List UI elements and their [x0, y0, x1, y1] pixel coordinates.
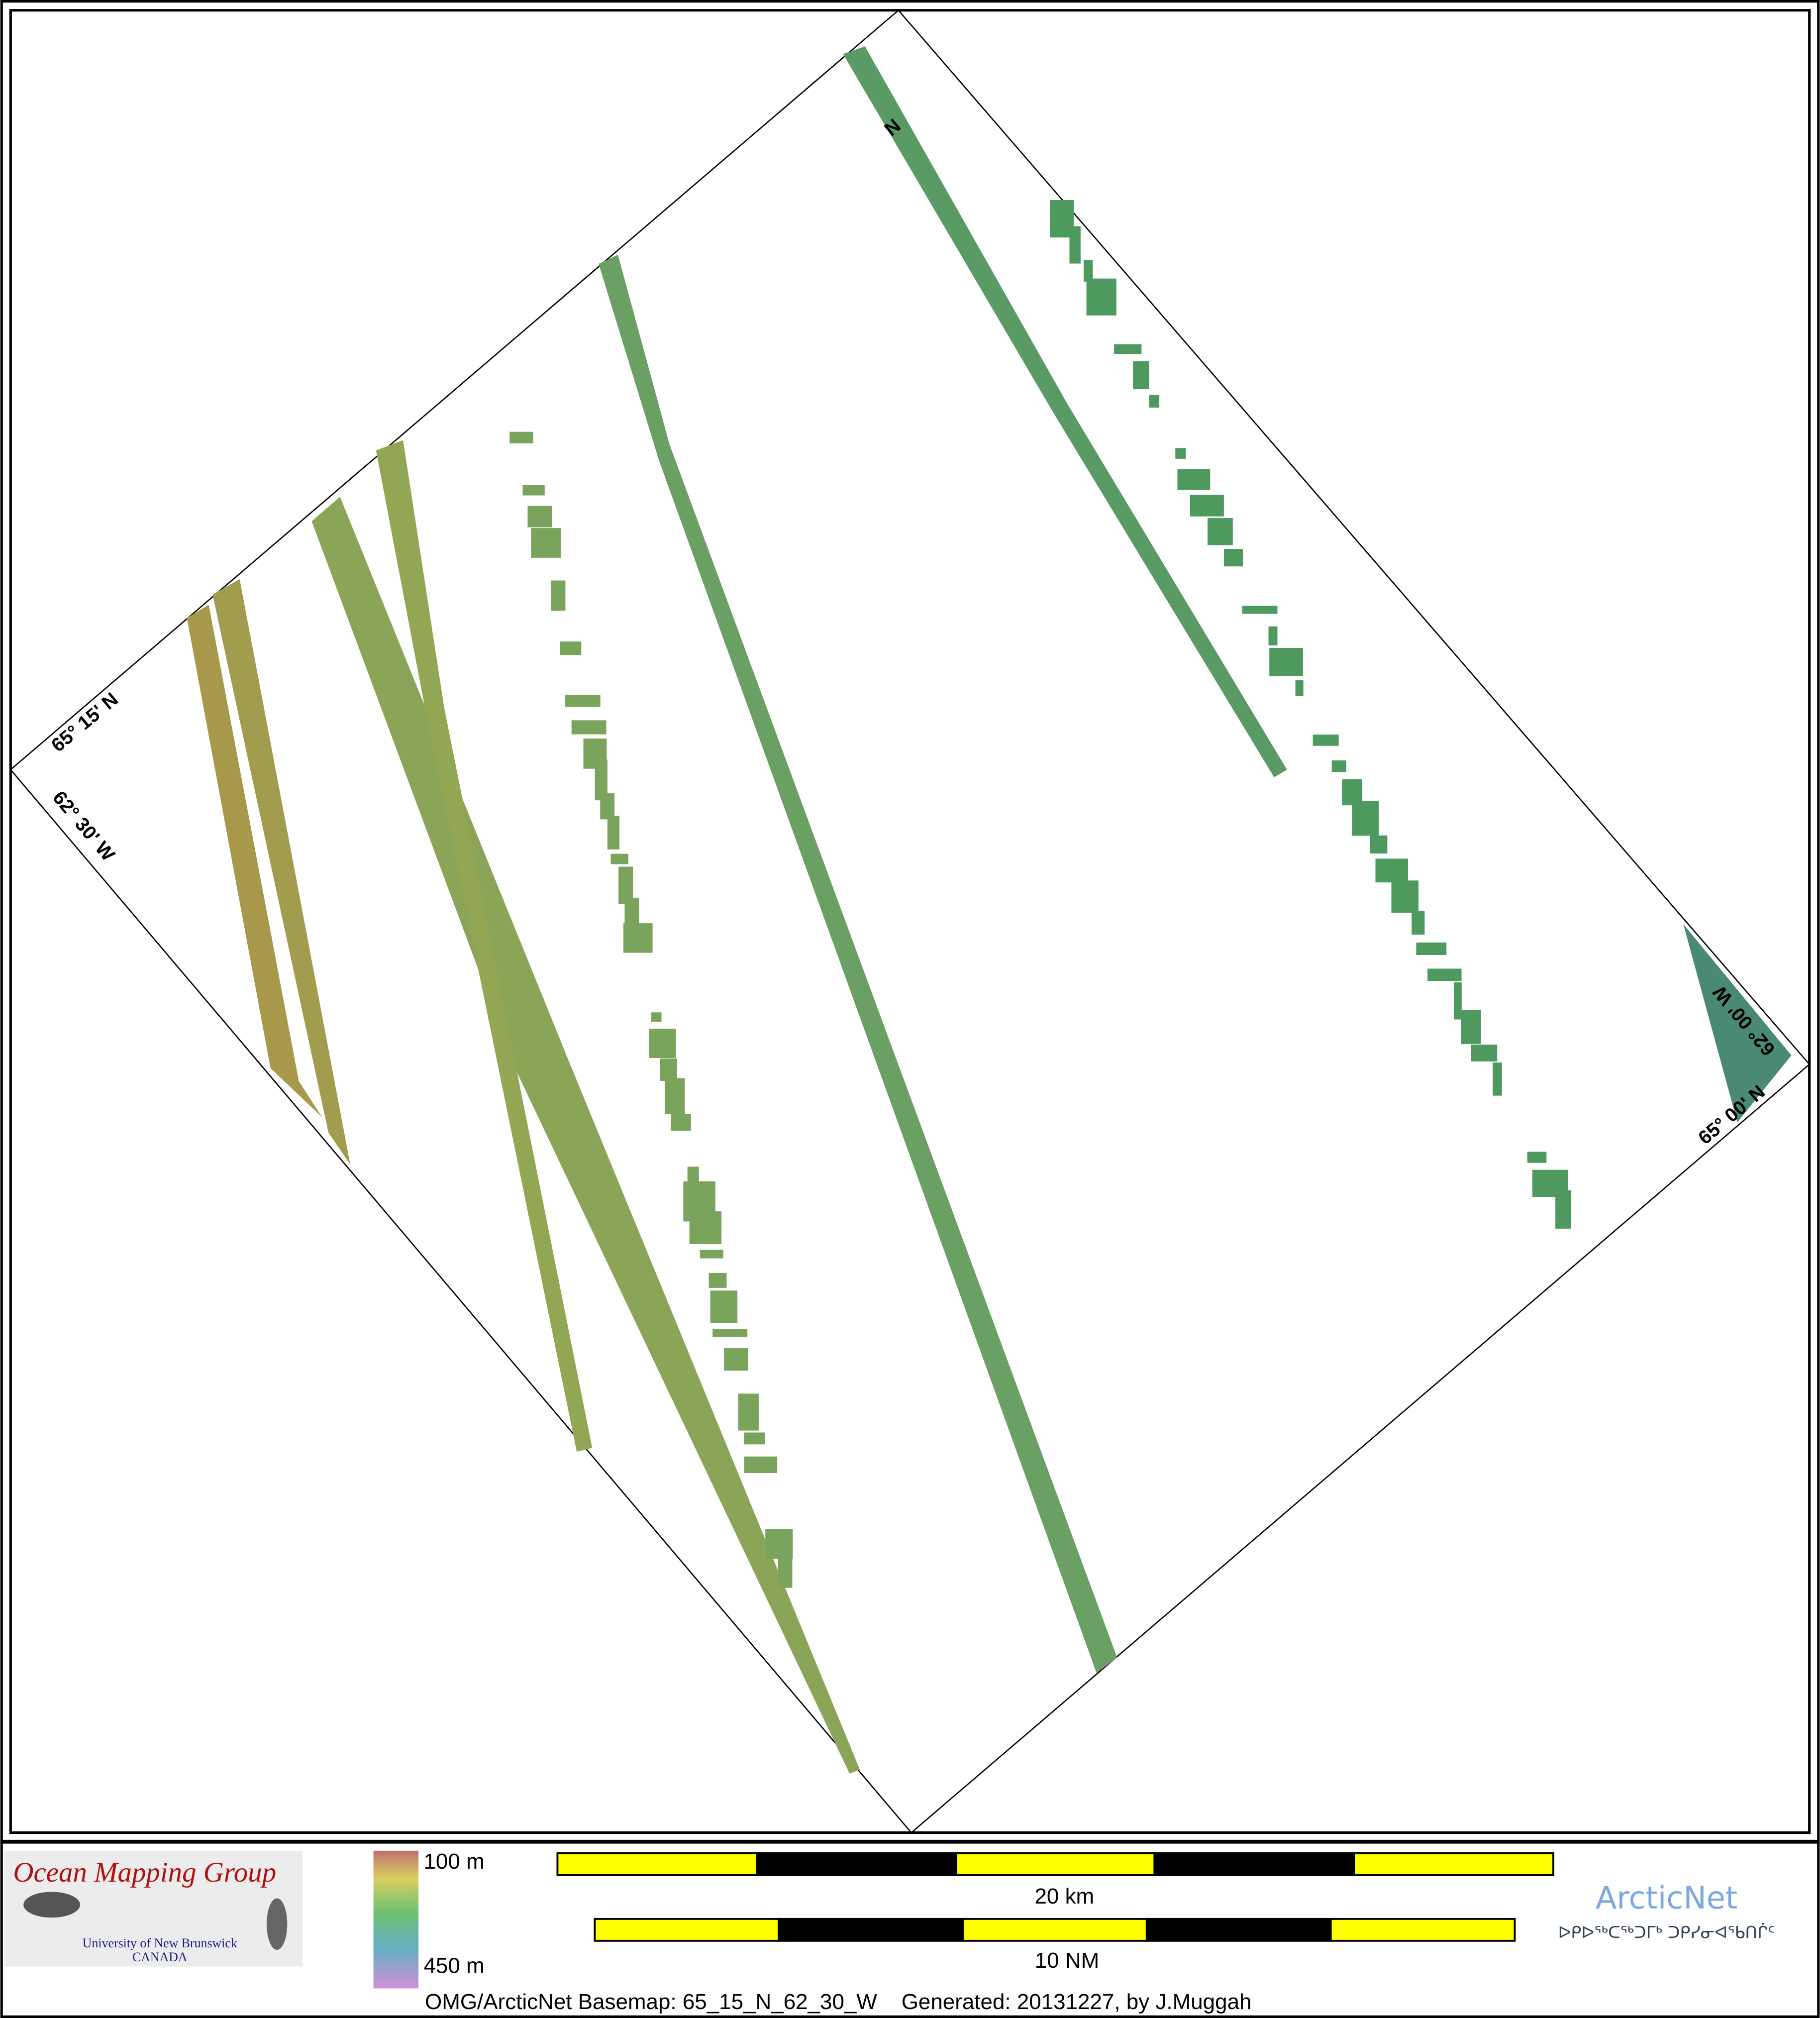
- map-caption: OMG/ArcticNet Basemap: 65_15_N_62_30_W G…: [425, 1990, 1251, 2014]
- survey-patch: [527, 506, 552, 528]
- survey-patch: [1416, 942, 1447, 956]
- swath-line: [187, 605, 322, 1117]
- survey-patch: [607, 816, 620, 850]
- survey-patch: [1527, 1152, 1547, 1163]
- depth-colorbar: [373, 1850, 419, 1989]
- survey-patch: [664, 1078, 685, 1114]
- survey-patch: [522, 485, 545, 496]
- survey-patch: [565, 695, 601, 707]
- survey-patch: [1268, 626, 1278, 645]
- survey-patch: [1114, 344, 1142, 354]
- survey-patch: [610, 853, 628, 864]
- survey-patch: [671, 1114, 691, 1131]
- map-extent-outline: [9, 9, 1811, 1834]
- survey-patch: [1391, 880, 1419, 913]
- survey-patch: [700, 1250, 723, 1259]
- survey-patch: [1493, 1062, 1502, 1096]
- survey-patch: [744, 1432, 765, 1445]
- survey-patch: [724, 1348, 748, 1371]
- survey-patch: [1412, 911, 1425, 935]
- survey-patch: [1069, 226, 1081, 264]
- survey-patch: [1190, 495, 1224, 517]
- survey-patch: [778, 1552, 793, 1588]
- survey-patch: [689, 1211, 722, 1244]
- survey-patch: [1352, 801, 1379, 836]
- survey-patch: [1086, 278, 1116, 316]
- scale-nm-label: 10 NM: [1035, 1948, 1099, 1973]
- arcticnet-syllabics: ᐅᑭᐅᖅᑕᖅᑐᒥᒃ ᑐᑭᓯᓂᐊᖃᑎᒌᑦ: [1558, 1923, 1775, 1942]
- survey-patch: [1370, 835, 1388, 854]
- bathymetry-swaths: [187, 46, 1792, 1774]
- survey-patch: [1223, 549, 1243, 567]
- survey-patch: [744, 1456, 778, 1473]
- swath-line: [376, 440, 593, 1452]
- survey-patch: [712, 1329, 748, 1337]
- survey-patch: [600, 793, 614, 820]
- survey-patch: [560, 641, 582, 655]
- survey-patch: [1313, 735, 1339, 746]
- survey-patch: [531, 528, 561, 558]
- survey-patch: [1083, 260, 1093, 282]
- swath-corner-patch: [1683, 924, 1792, 1123]
- survey-patch: [687, 1167, 699, 1184]
- survey-patch: [1427, 968, 1462, 981]
- survey-patch: [1208, 518, 1233, 545]
- survey-patch: [624, 897, 639, 926]
- omg-logo-unb: University of New Brunswick: [83, 1936, 237, 1950]
- arcticnet-logo: ArcticNet: [1596, 1880, 1737, 1916]
- survey-patch: [660, 1058, 677, 1081]
- survey-patch: [651, 1012, 662, 1022]
- survey-patch: [1133, 361, 1149, 390]
- survey-patch: [649, 1029, 676, 1059]
- survey-patch: [1149, 395, 1160, 408]
- survey-patch: [1555, 1190, 1572, 1229]
- survey-patch: [1175, 448, 1186, 459]
- survey-patch: [1471, 1044, 1498, 1062]
- survey-patch: [1331, 760, 1346, 772]
- survey-patch: [623, 923, 653, 953]
- omg-logo-title: Ocean Mapping Group: [13, 1857, 276, 1888]
- depth-min-label: 100 m: [423, 1849, 484, 1874]
- survey-patch: [1177, 469, 1211, 490]
- survey-patch: [1342, 779, 1363, 806]
- survey-patch: [1269, 648, 1303, 676]
- map-frame: [9, 9, 1811, 1834]
- survey-patch: [738, 1393, 759, 1431]
- depth-max-label: 450 m: [423, 1953, 484, 1978]
- survey-patch: [1242, 606, 1278, 614]
- survey-patch: [551, 580, 566, 611]
- scale-bar-nm: [594, 1917, 1516, 1942]
- survey-patch: [708, 1273, 727, 1288]
- survey-patch: [509, 431, 533, 443]
- survey-patch: [710, 1290, 738, 1323]
- survey-patch: [1453, 982, 1462, 1020]
- survey-patch: [571, 720, 607, 735]
- swath-line: [843, 46, 1287, 778]
- omg-logo-canada: CANADA: [132, 1950, 188, 1964]
- scale-bar-km: [556, 1852, 1554, 1876]
- survey-patch: [1295, 680, 1304, 696]
- scale-km-label: 20 km: [1034, 1884, 1094, 1909]
- omg-logo: Ocean Mapping Group University of New Br…: [4, 1850, 303, 1967]
- survey-patch: [1461, 1010, 1481, 1044]
- swath-line: [212, 579, 351, 1165]
- patch-line-west: [509, 431, 793, 1588]
- patch-line-east: [1050, 200, 1572, 1229]
- swath-line: [599, 255, 1117, 1673]
- survey-patch: [1375, 858, 1409, 883]
